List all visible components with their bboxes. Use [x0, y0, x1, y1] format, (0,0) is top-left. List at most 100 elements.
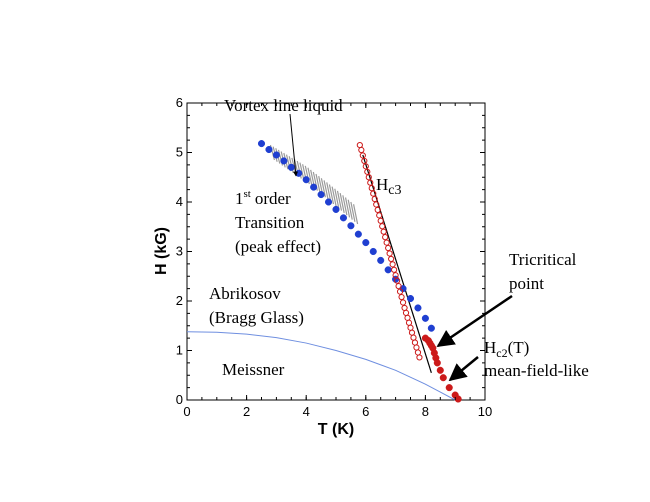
open-red-point	[392, 272, 399, 279]
filled-red-point	[454, 395, 462, 403]
x-tick-label: 10	[478, 404, 492, 419]
filled-blue-point	[421, 314, 429, 322]
open-red-point	[405, 319, 413, 326]
filled-blue-point	[384, 266, 392, 274]
hatch-stroke	[334, 188, 340, 209]
hatch-stroke	[339, 192, 345, 214]
open-red-point	[374, 206, 381, 214]
vortex-arrow	[289, 113, 299, 177]
hatch-stroke	[299, 162, 305, 181]
annotation-bragg-glass: (Bragg Glass)	[209, 308, 304, 327]
open-red-point	[386, 250, 393, 257]
filled-red-point	[439, 374, 447, 382]
open-red-point	[414, 349, 422, 356]
annotation-mean-field: mean-field-like	[484, 361, 589, 380]
hatch-stroke	[350, 201, 356, 222]
open-red-point	[401, 304, 408, 312]
y-tick-label: 1	[176, 343, 183, 358]
filled-blue-point	[332, 205, 340, 213]
hc2-arrow	[448, 356, 479, 382]
open-red-point	[365, 174, 372, 181]
open-red-point	[410, 334, 417, 341]
points-layer	[257, 140, 462, 403]
filled-blue-point	[369, 247, 377, 256]
hatch-stroke	[320, 178, 326, 198]
filled-blue-point	[377, 256, 385, 264]
x-tick-label: 4	[303, 404, 310, 419]
annotation-meissner: Meissner	[222, 360, 285, 379]
open-red-point	[371, 195, 378, 203]
annotation-transition: Transition	[235, 213, 305, 232]
y-axis-label: H (kG)	[153, 227, 170, 275]
first-order-word: order	[255, 189, 291, 208]
hc2-sub: c2	[496, 346, 507, 360]
filled-blue-point	[257, 140, 266, 148]
open-red-point	[368, 185, 375, 192]
first-num: 1	[235, 189, 244, 208]
hatch-stroke	[323, 180, 329, 200]
open-red-point	[379, 223, 386, 230]
open-red-point	[385, 244, 392, 252]
open-red-point	[402, 309, 410, 316]
filled-red-point	[433, 359, 441, 367]
open-red-point	[416, 354, 423, 361]
open-red-point	[373, 201, 380, 208]
y-tick-label: 0	[176, 392, 183, 407]
annotation-abrikosov: Abrikosov	[209, 284, 281, 303]
open-red-point	[395, 283, 402, 290]
first-sup: st	[244, 188, 251, 200]
plot-frame	[186, 102, 486, 401]
filled-red-point	[445, 384, 453, 392]
y-tick-label: 3	[176, 244, 183, 259]
open-red-point	[359, 152, 366, 159]
filled-blue-point	[280, 157, 288, 165]
filled-blue-point	[272, 151, 280, 159]
hc3-sub: c3	[388, 183, 401, 198]
open-red-point	[413, 344, 420, 351]
filled-blue-point	[414, 304, 422, 312]
y-tick-label: 5	[176, 145, 183, 160]
filled-blue-point	[265, 145, 273, 154]
hatch-stroke	[347, 199, 353, 220]
open-red-point	[407, 324, 414, 331]
hatch-stroke	[315, 173, 321, 193]
annotation-hc3: Hc3	[376, 175, 402, 198]
hatch-stroke	[342, 195, 348, 216]
annotation-tricritical: Tricritical	[509, 250, 577, 269]
meissner-boundary-line	[186, 331, 456, 401]
hc3-main: H	[376, 175, 388, 194]
open-red-point	[361, 157, 368, 165]
filled-blue-point	[287, 163, 295, 171]
filled-blue-point	[406, 294, 415, 303]
hc2-rest: (T)	[508, 338, 530, 357]
annotation-first-order: 1st order	[235, 188, 291, 208]
hc2-main: H	[484, 338, 496, 357]
filled-blue-point	[339, 214, 348, 222]
annotation-peak-effect: (peak effect)	[235, 237, 321, 256]
x-tick-label: 0	[183, 404, 190, 419]
open-red-point	[358, 146, 365, 154]
open-red-point	[380, 228, 387, 235]
filled-blue-point	[354, 230, 362, 238]
open-red-point	[399, 299, 407, 306]
open-red-point	[383, 239, 390, 246]
open-red-point	[393, 277, 401, 284]
open-red-point	[396, 288, 404, 295]
open-red-point	[411, 339, 419, 346]
open-red-point	[389, 261, 396, 268]
filled-blue-point	[310, 183, 318, 191]
open-red-point	[367, 179, 374, 186]
y-tick-label: 6	[176, 95, 183, 110]
filled-red-point	[436, 366, 444, 374]
hatch-stroke	[352, 204, 359, 225]
filled-blue-point	[302, 176, 310, 184]
open-red-point	[388, 255, 395, 263]
tricritical-arrow	[436, 294, 513, 348]
open-red-point	[391, 266, 398, 273]
open-red-point	[376, 212, 383, 219]
filled-blue-point	[317, 191, 325, 199]
y-tick-label: 4	[176, 194, 183, 209]
open-red-point	[398, 293, 405, 301]
open-red-point	[377, 217, 384, 224]
